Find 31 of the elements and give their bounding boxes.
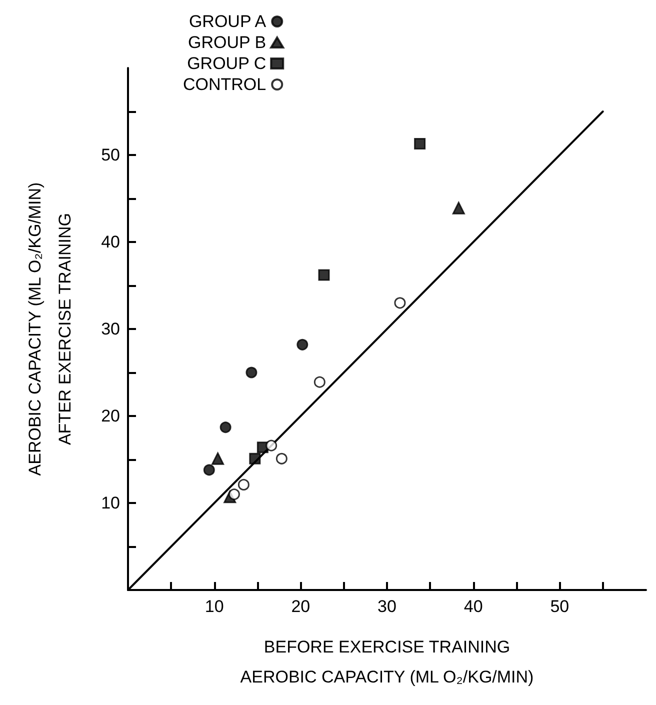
legend-label: CONTROL — [182, 75, 266, 94]
x-axis-title: BEFORE EXERCISE TRAINING AEROBIC CAPACITY (ML O₂/KG/MIN) — [240, 638, 534, 686]
point — [276, 452, 288, 464]
point — [212, 452, 224, 465]
y-tick-label: 10 — [101, 494, 120, 512]
point — [414, 138, 426, 150]
point — [246, 366, 258, 378]
legend-label: GROUP C — [187, 54, 266, 73]
point — [452, 202, 465, 214]
legend-label: GROUP A — [188, 12, 267, 31]
point — [228, 488, 240, 500]
point — [394, 297, 406, 309]
y-tick-label: 50 — [101, 146, 120, 164]
point — [296, 338, 308, 350]
x-tick-label: 50 — [550, 597, 570, 616]
y-axis-title: AEROBIC CAPACITY (ML O₂/KG/MIN) AFTER EXERCISE TRAINING — [26, 182, 74, 476]
x-tick-label: 10 — [204, 597, 224, 616]
point — [238, 478, 250, 490]
legend-label: GROUP B — [188, 33, 266, 52]
x-tick-label: 20 — [291, 597, 310, 616]
y-tick-label: 20 — [101, 406, 120, 426]
point — [220, 422, 232, 434]
point — [314, 376, 326, 388]
y-tick-label: 30 — [101, 320, 120, 338]
x-tick-label: 40 — [464, 597, 483, 616]
point — [266, 440, 278, 452]
y-tick-label: 40 — [101, 232, 120, 252]
point — [203, 464, 215, 476]
point — [318, 269, 330, 281]
x-tick-label: 30 — [378, 597, 396, 616]
point — [249, 452, 261, 464]
